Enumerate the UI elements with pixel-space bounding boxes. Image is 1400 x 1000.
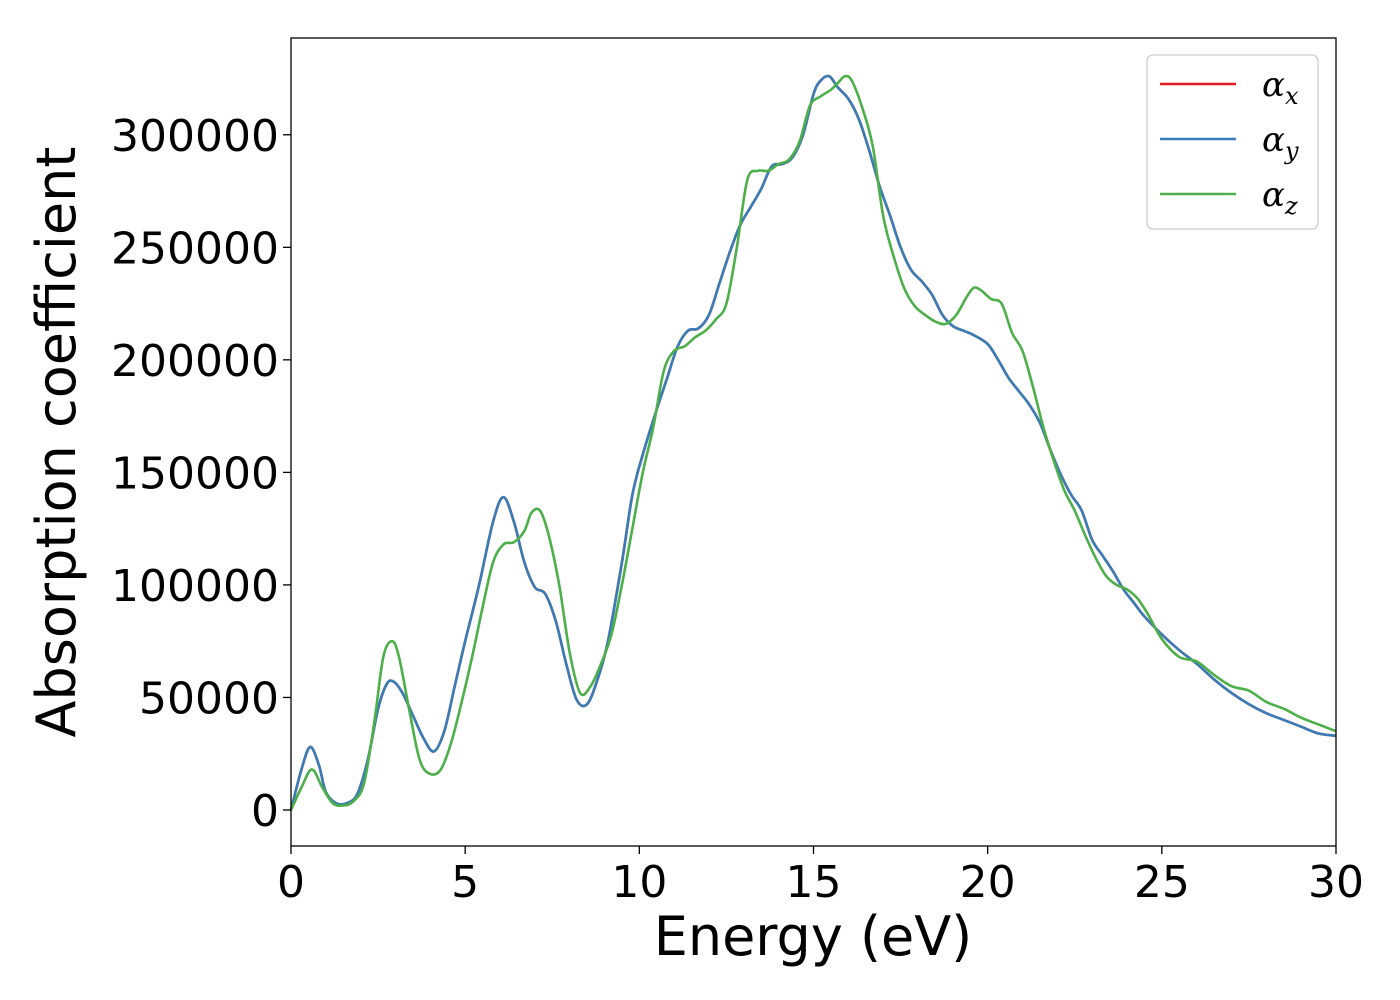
legend-box [1146,54,1319,230]
series-line-z [289,74,1337,811]
x-axis-title: Energy (eV) [654,905,973,968]
y-tick-label: 50000 [139,673,279,724]
x-tick-label: 20 [960,857,1016,908]
y-tick-label: 100000 [111,561,279,612]
y-tick-label: 250000 [111,223,279,274]
legend-subscript: y [1284,137,1299,165]
legend-subscript: z [1284,192,1298,220]
y-axis: 0 50000 100000 150000 200000 250000 300000 [111,111,291,837]
series-layer [289,74,1337,811]
legend-subscript: x [1285,82,1299,110]
y-axis-title: Absorption coefficient [25,147,88,738]
series-line-y [289,74,1337,811]
y-tick-label: 0 [251,786,279,837]
y-tick-label: 150000 [111,448,279,499]
x-tick-label: 10 [611,857,667,908]
x-tick-label: 15 [786,857,842,908]
x-tick-label: 0 [277,857,305,908]
x-tick-label: 5 [451,857,479,908]
x-axis: 0 5 10 15 20 25 30 [277,846,1364,908]
y-tick-label: 200000 [111,336,279,387]
x-tick-label: 30 [1308,857,1364,908]
x-tick-label: 25 [1134,857,1190,908]
y-tick-label: 300000 [111,111,279,162]
